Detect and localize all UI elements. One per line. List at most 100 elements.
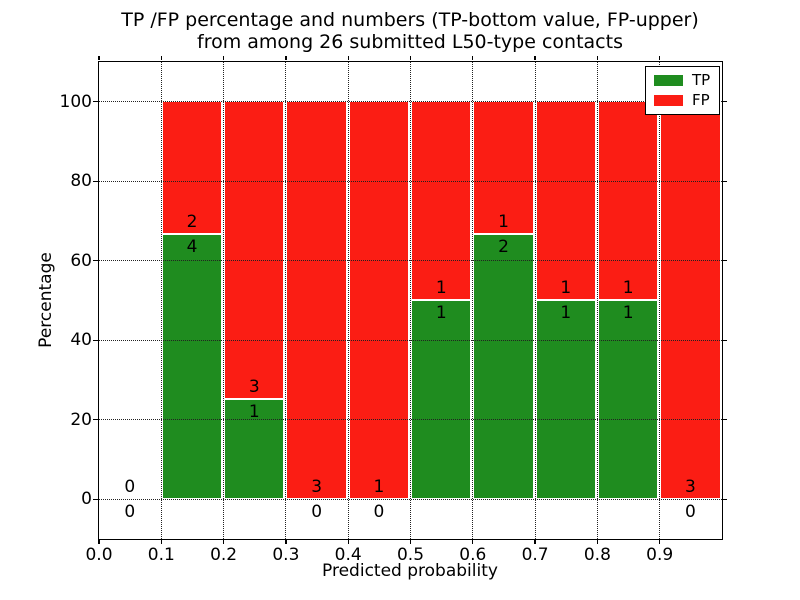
bar-count-label-fp: 3: [685, 476, 696, 497]
x-tick-mark: [222, 540, 225, 544]
x-tick-mark: [659, 540, 661, 544]
x-tick-label: 0.8: [583, 545, 611, 565]
x-tick-mark: [347, 540, 349, 544]
y-tick-mark: [93, 260, 98, 262]
gridline-vertical: [596, 61, 598, 540]
bar-segment-fp: [161, 101, 223, 234]
bar-count-label-fp: 3: [311, 476, 323, 497]
bar-segment-tp: [411, 300, 472, 499]
x-tick-label: 0.0: [85, 545, 113, 565]
x-tick-mark-top: [160, 56, 162, 60]
gridline-vertical: [410, 61, 412, 540]
y-tick-mark-right: [722, 339, 727, 341]
bar-segment-fp: [473, 101, 534, 234]
x-tick-label: 0.9: [646, 545, 674, 565]
bar-count-label-fp: 1: [373, 476, 385, 497]
gridline-vertical: [534, 61, 536, 540]
gridline-vertical: [160, 61, 162, 540]
x-tick-label: 0.4: [334, 545, 362, 565]
y-tick-label: 0: [81, 489, 92, 510]
y-tick-mark: [93, 419, 98, 421]
bar-count-label-tp: 0: [685, 501, 696, 522]
y-tick-mark: [93, 339, 98, 341]
x-tick-label: 0.3: [272, 545, 300, 565]
bar-segment-fp: [348, 101, 410, 499]
gridline-horizontal: [98, 419, 723, 421]
bar-segment-fp: [411, 101, 472, 301]
x-tick-mark-top: [347, 56, 349, 60]
legend-swatch-fp: [654, 95, 683, 106]
y-tick-mark-right: [722, 498, 727, 500]
bar-segment-fp: [224, 101, 285, 400]
legend: TP FP: [645, 66, 721, 115]
x-tick-mark: [98, 540, 100, 544]
y-tick-label: 60: [70, 250, 92, 271]
x-tick-mark-top: [534, 56, 536, 60]
x-tick-mark-top: [98, 56, 100, 60]
gridline-vertical: [659, 61, 661, 540]
bar-segment-fp: [597, 101, 659, 301]
bar-count-label-tp: 0: [373, 501, 385, 522]
y-tick-label: 80: [70, 171, 92, 192]
bar-segment-tp: [161, 233, 223, 499]
x-tick-mark-top: [472, 56, 474, 60]
bar-count-label-fp: 1: [622, 278, 634, 299]
x-tick-mark-top: [659, 56, 661, 60]
bar-segment-tp: [535, 300, 596, 499]
x-tick-label: 0.7: [521, 545, 549, 565]
y-tick-label: 40: [70, 330, 92, 351]
chart-title-line2: from among 26 submitted L50-type contact…: [197, 31, 623, 53]
gridline-horizontal: [98, 180, 723, 182]
bar-segment-tp: [597, 300, 659, 499]
bar-segment-fp: [286, 101, 347, 499]
y-tick-mark-right: [722, 101, 727, 103]
bar-count-label-fp: 0: [124, 476, 136, 497]
bar-count-label-tp: 1: [560, 303, 572, 324]
gridline-vertical: [223, 61, 225, 540]
y-tick-mark: [93, 498, 98, 500]
gridline-vertical: [285, 61, 287, 540]
x-tick-mark: [285, 540, 287, 544]
bar-count-label-tp: 2: [498, 236, 509, 257]
x-tick-mark-top: [409, 56, 412, 60]
y-tick-mark-right: [722, 419, 727, 421]
bar-count-label-fp: 1: [435, 278, 447, 299]
bar-count-label-tp: 1: [248, 402, 260, 423]
x-tick-label: 0.2: [210, 545, 238, 565]
bar-segment-fp: [660, 101, 721, 499]
bar-count-label-tp: 0: [124, 501, 136, 522]
legend-label-fp: FP: [692, 91, 710, 109]
x-tick-mark: [409, 540, 412, 544]
legend-swatch-tp: [654, 75, 683, 86]
gridline-horizontal: [98, 339, 723, 341]
bar-count-label-tp: 1: [622, 303, 634, 324]
y-tick-label: 100: [59, 91, 92, 112]
x-tick-mark-top: [596, 56, 599, 60]
x-tick-label: 0.1: [147, 545, 175, 565]
bar-count-label-tp: 1: [435, 303, 447, 324]
x-tick-mark: [472, 540, 474, 544]
y-tick-mark-right: [722, 180, 727, 182]
x-tick-mark-top: [222, 56, 225, 60]
x-tick-mark-top: [285, 56, 287, 60]
y-tick-mark: [93, 101, 98, 103]
chart-title-line1: TP /FP percentage and numbers (TP-bottom…: [121, 9, 699, 31]
x-tick-mark: [534, 540, 536, 544]
legend-row-fp: FP: [654, 93, 710, 108]
gridline-horizontal: [98, 498, 723, 500]
plot-area: 0 0 2 4 3 1 3 0 1 0 1 1 1 2 1 1 1 1 3 0: [97, 60, 724, 541]
bar-count-label-tp: 4: [186, 236, 198, 257]
gridline-horizontal: [98, 260, 723, 262]
y-tick-mark: [93, 180, 98, 182]
bar-count-label-tp: 0: [311, 501, 323, 522]
bar-segment-tp: [224, 399, 285, 499]
x-tick-mark: [160, 540, 162, 544]
bar-count-label-fp: 1: [560, 278, 572, 299]
bar-segment-fp: [535, 101, 596, 301]
gridline-horizontal: [98, 101, 723, 103]
gridline-vertical: [347, 61, 349, 540]
y-tick-mark-right: [722, 260, 727, 262]
bar-count-label-fp: 3: [248, 377, 260, 398]
bar-count-label-fp: 1: [498, 211, 509, 232]
